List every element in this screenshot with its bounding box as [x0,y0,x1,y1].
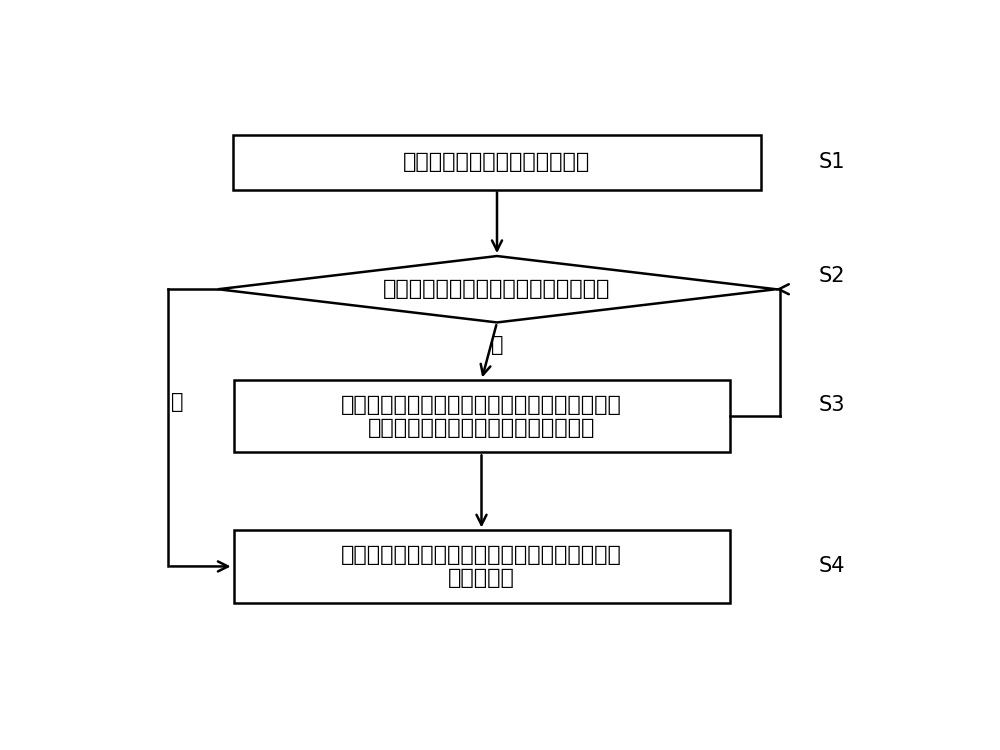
Text: 控制压力精调单元单独工作，直至出口端压力达
到目标压力: 控制压力精调单元单独工作，直至出口端压力达 到目标压力 [341,544,622,588]
FancyBboxPatch shape [233,135,761,190]
Text: 根据目标压力获取精调压力范围: 根据目标压力获取精调压力范围 [403,152,591,172]
Text: 控制压力粗调单元和压力精调单元同时工作，并
间隔预设时间段后重新获取出口端压力: 控制压力粗调单元和压力精调单元同时工作，并 间隔预设时间段后重新获取出口端压力 [341,394,622,438]
Text: S1: S1 [819,152,845,172]
Text: S3: S3 [819,394,845,415]
Text: S2: S2 [819,266,845,286]
FancyBboxPatch shape [234,530,730,602]
Text: S4: S4 [819,556,845,577]
Text: 判断出口端压力是否在精调压力范围外: 判断出口端压力是否在精调压力范围外 [383,279,611,299]
Text: 是: 是 [491,335,503,356]
FancyBboxPatch shape [234,380,730,452]
Polygon shape [218,256,776,322]
Text: 否: 否 [171,392,183,412]
